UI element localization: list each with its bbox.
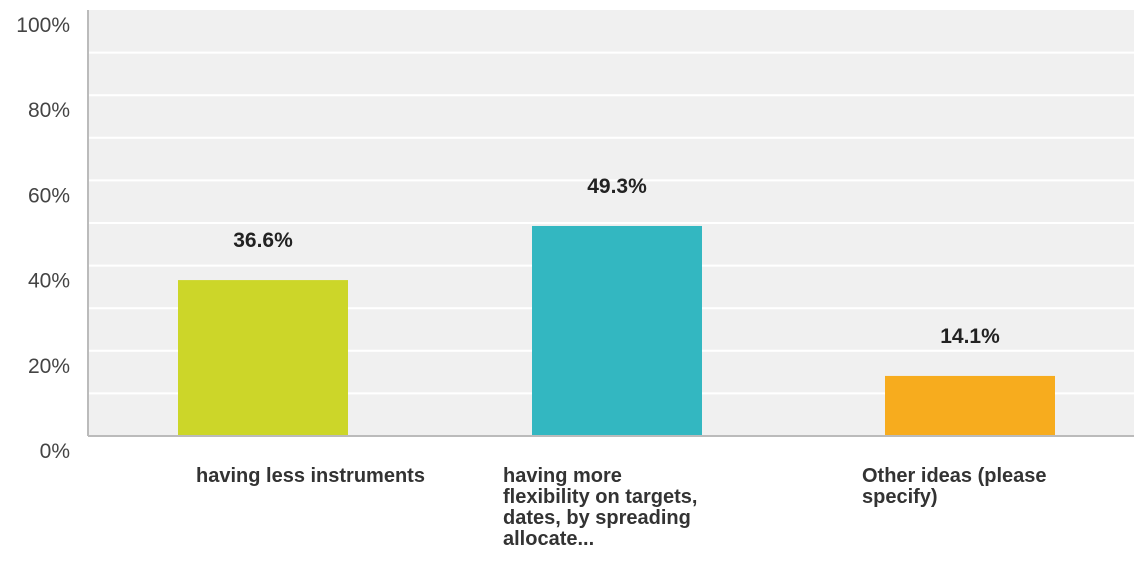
y-tick-label: 100% — [16, 14, 70, 37]
y-tick-label: 60% — [28, 184, 70, 207]
bars — [178, 225, 1055, 436]
category-label-having-less-instruments: having less instruments — [196, 465, 425, 487]
y-tick-label: 80% — [28, 99, 70, 122]
data-labels: 36.6% 49.3% 14.1% — [233, 175, 1000, 348]
bar — [532, 225, 702, 436]
data-label: 36.6% — [233, 229, 293, 252]
y-tick-label: 40% — [28, 270, 70, 293]
data-label: 14.1% — [940, 325, 1000, 348]
bar — [178, 280, 348, 436]
y-tick-label: 20% — [28, 355, 70, 378]
y-tick-label: 0% — [40, 440, 70, 463]
bar — [885, 375, 1055, 436]
category-label-other-ideas: Other ideas (please specify) — [862, 465, 1047, 508]
category-label-having-more-flexibility: having more flexibility on targets, date… — [503, 465, 698, 550]
y-axis-ticks: 0% 20% 40% 60% 80% 100% — [16, 14, 70, 463]
data-label: 49.3% — [587, 175, 647, 198]
